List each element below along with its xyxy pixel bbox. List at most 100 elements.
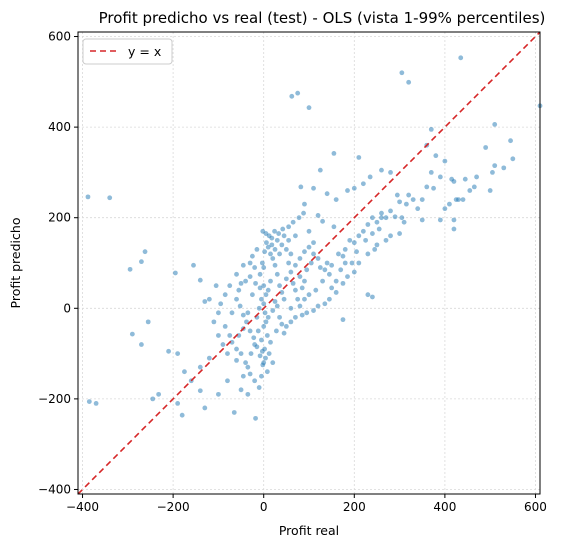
data-point	[225, 351, 230, 356]
data-point	[281, 330, 287, 336]
data-point	[262, 249, 268, 255]
data-point	[290, 280, 296, 286]
data-point	[254, 247, 260, 252]
data-point	[424, 184, 430, 190]
data-point	[329, 285, 335, 291]
data-point	[374, 242, 380, 248]
data-point	[406, 79, 412, 85]
data-point	[268, 251, 273, 257]
data-point	[259, 337, 264, 343]
data-point	[197, 364, 203, 370]
data-point	[419, 217, 425, 223]
data-point	[428, 170, 434, 175]
data-point	[261, 265, 267, 270]
data-point	[269, 242, 275, 248]
y-axis-label: Profit predicho	[8, 218, 23, 309]
data-point	[227, 333, 233, 338]
data-point	[460, 197, 466, 202]
data-point	[501, 165, 507, 171]
data-point	[379, 167, 384, 173]
data-point	[326, 271, 332, 277]
data-point	[272, 247, 278, 252]
data-point	[365, 292, 371, 298]
data-point	[274, 237, 280, 243]
data-point	[263, 355, 268, 361]
data-point	[231, 410, 237, 415]
x-tick-label: 400	[433, 500, 456, 514]
data-point	[345, 188, 350, 193]
data-point	[397, 231, 402, 236]
data-point	[245, 391, 251, 397]
data-point	[322, 267, 328, 273]
data-point	[286, 237, 292, 243]
data-point	[342, 247, 348, 252]
x-tick-label: 0	[260, 500, 268, 514]
data-point	[376, 226, 382, 232]
data-point	[245, 310, 251, 316]
data-point	[197, 388, 203, 394]
data-point	[299, 285, 305, 291]
data-point	[244, 319, 249, 325]
data-point	[340, 317, 346, 323]
data-point	[311, 185, 316, 191]
data-point	[298, 184, 304, 190]
data-point	[261, 324, 267, 329]
data-point	[254, 344, 260, 350]
data-point	[206, 296, 212, 302]
data-point	[333, 290, 339, 295]
data-point	[388, 208, 393, 214]
data-point	[206, 355, 212, 361]
data-point	[240, 262, 246, 268]
data-point	[265, 287, 271, 293]
data-point	[261, 301, 267, 307]
data-point	[238, 387, 244, 393]
data-point	[127, 266, 133, 272]
data-point	[370, 215, 375, 221]
grid	[78, 32, 540, 494]
data-point	[263, 292, 269, 298]
data-point	[399, 215, 405, 221]
data-point	[311, 251, 316, 257]
data-point	[379, 210, 384, 216]
data-point	[281, 296, 287, 302]
data-point	[139, 342, 144, 347]
data-point	[410, 197, 416, 202]
data-point	[259, 260, 265, 266]
data-point	[156, 391, 162, 397]
data-point	[428, 126, 434, 132]
data-point	[216, 391, 221, 397]
data-point	[324, 260, 330, 266]
data-point	[218, 301, 224, 307]
data-point	[451, 217, 457, 223]
y-axis-ticks: −400 −200 0 200 400 600	[38, 30, 78, 496]
data-point	[317, 265, 323, 270]
data-point	[253, 280, 258, 286]
data-point	[313, 287, 319, 293]
y-tick-label: −200	[38, 392, 71, 406]
data-point	[255, 328, 261, 334]
y-tick-label: 0	[63, 301, 71, 315]
data-point	[262, 310, 268, 316]
data-point	[293, 233, 298, 239]
data-point	[216, 333, 221, 338]
data-point	[237, 303, 243, 309]
data-point	[401, 219, 407, 225]
data-point	[347, 237, 353, 243]
data-point	[279, 242, 285, 248]
data-point	[315, 303, 321, 309]
data-point	[145, 319, 151, 325]
data-point	[293, 314, 298, 320]
data-point	[458, 55, 464, 61]
data-point	[372, 247, 378, 252]
data-point	[374, 219, 380, 225]
data-point	[247, 260, 253, 266]
data-point	[247, 274, 253, 279]
data-point	[289, 93, 295, 99]
data-point	[306, 244, 312, 250]
data-point	[236, 287, 242, 293]
data-point	[107, 195, 113, 201]
data-point	[175, 401, 181, 406]
data-point	[175, 351, 181, 356]
data-point	[229, 339, 235, 345]
data-point	[306, 228, 312, 234]
